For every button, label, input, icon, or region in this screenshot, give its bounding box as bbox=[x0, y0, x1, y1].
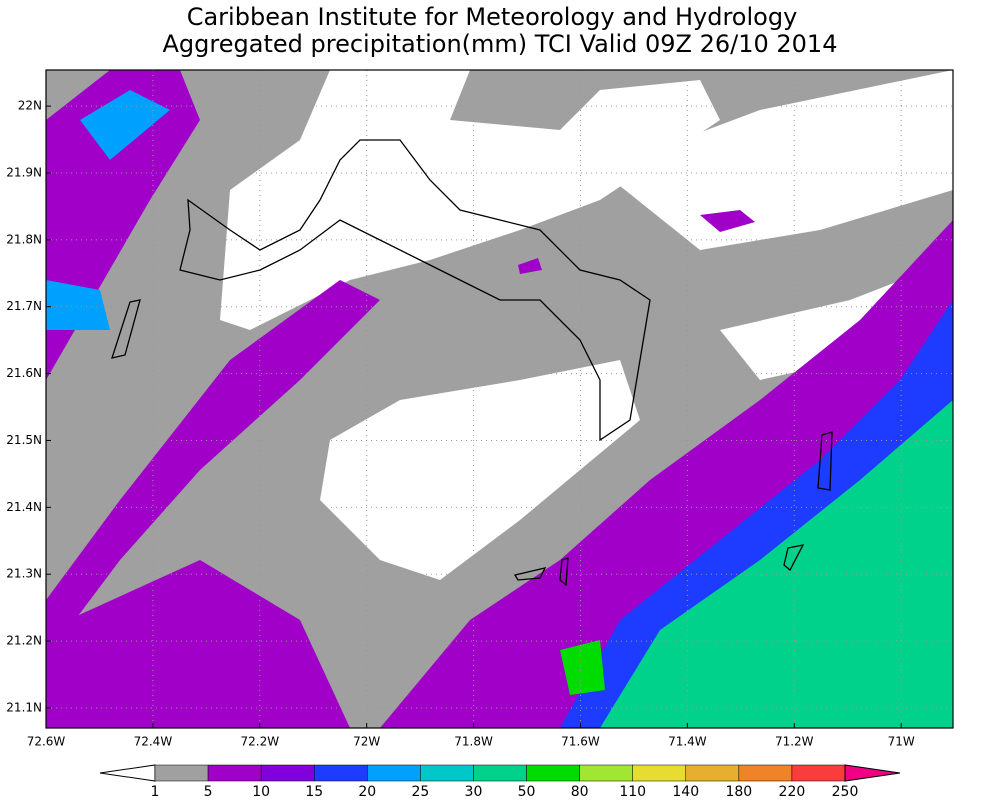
colorbar-box bbox=[791, 764, 846, 782]
colorbar-label: 20 bbox=[358, 784, 376, 800]
contour bbox=[320, 360, 640, 580]
islands bbox=[111, 139, 833, 587]
x-tick-label: 71.8W bbox=[454, 735, 493, 749]
colorbar-box bbox=[738, 764, 793, 782]
island bbox=[559, 557, 569, 587]
island bbox=[783, 544, 805, 572]
colorbar-label: 80 bbox=[571, 784, 589, 800]
colorbar-label: 5 bbox=[204, 784, 213, 800]
colorbar-label: 1 bbox=[151, 784, 160, 800]
chart-title: Caribbean Institute for Meteorology and … bbox=[187, 3, 798, 31]
contour bbox=[46, 280, 110, 330]
colorbar-box bbox=[579, 764, 633, 782]
contour bbox=[700, 210, 755, 232]
contour bbox=[600, 70, 953, 250]
y-tick-label: 21.9N bbox=[6, 165, 42, 179]
precip-field bbox=[46, 70, 953, 728]
plot-frame bbox=[45, 69, 954, 729]
colorbar-label: 15 bbox=[305, 784, 323, 800]
colorbar-box bbox=[685, 764, 740, 782]
colorbar-label: 220 bbox=[779, 784, 806, 800]
contour bbox=[600, 400, 953, 728]
island bbox=[111, 299, 141, 359]
colorbar-box bbox=[207, 764, 262, 782]
y-tick-label: 21.3N bbox=[6, 567, 42, 581]
colorbar-label: 25 bbox=[411, 784, 429, 800]
colorbar-label: 30 bbox=[465, 784, 483, 800]
colorbar-box bbox=[260, 764, 315, 782]
island bbox=[179, 139, 651, 442]
chart-subtitle: Aggregated precipitation(mm) TCI Valid 0… bbox=[163, 30, 838, 58]
island bbox=[817, 431, 833, 491]
y-tick-label: 21.6N bbox=[6, 366, 42, 380]
colorbar-label: 50 bbox=[518, 784, 536, 800]
y-tick-label: 21.4N bbox=[6, 500, 42, 514]
y-tick-label: 22N bbox=[18, 99, 42, 113]
x-tick-label: 71W bbox=[888, 735, 915, 749]
y-tick-label: 21.1N bbox=[6, 700, 42, 714]
y-tick-label: 21.2N bbox=[6, 634, 42, 648]
colorbar-label: 180 bbox=[725, 784, 752, 800]
contour bbox=[46, 560, 350, 728]
colorbar-label: 250 bbox=[832, 784, 859, 800]
colorbar-label: 10 bbox=[252, 784, 270, 800]
x-tick-label: 71.6W bbox=[561, 735, 600, 749]
x-tick-label: 72.2W bbox=[240, 735, 279, 749]
colorbar-box bbox=[473, 764, 527, 782]
y-tick-label: 21.7N bbox=[6, 299, 42, 313]
island bbox=[513, 567, 547, 581]
colorbar-box bbox=[420, 764, 474, 782]
colorbar-box bbox=[367, 764, 421, 782]
x-tick-label: 71.2W bbox=[775, 735, 814, 749]
x-tick-label: 72.4W bbox=[134, 735, 173, 749]
y-tick-label: 21.5N bbox=[6, 433, 42, 447]
colorbar-label: 140 bbox=[672, 784, 699, 800]
contour bbox=[518, 258, 542, 274]
colorbar-box bbox=[154, 764, 209, 782]
colorbar-box bbox=[632, 764, 687, 782]
x-tick-label: 72.6W bbox=[27, 735, 66, 749]
colorbar-arrow bbox=[844, 764, 901, 782]
y-tick-label: 21.8N bbox=[6, 232, 42, 246]
contour bbox=[46, 280, 380, 650]
contour bbox=[80, 90, 170, 160]
colorbar-arrow bbox=[99, 764, 156, 782]
contour bbox=[220, 70, 720, 330]
contour bbox=[560, 640, 605, 695]
x-tick-label: 72W bbox=[353, 735, 380, 749]
colorbar-box bbox=[526, 764, 580, 782]
colorbar: 1 5 10 15 20 25 30 50 80 110 140 180 220 250 bbox=[99, 764, 901, 800]
x-tick-label: 71.4W bbox=[668, 735, 707, 749]
colorbar-box bbox=[313, 764, 368, 782]
colorbar-label: 110 bbox=[619, 784, 646, 800]
